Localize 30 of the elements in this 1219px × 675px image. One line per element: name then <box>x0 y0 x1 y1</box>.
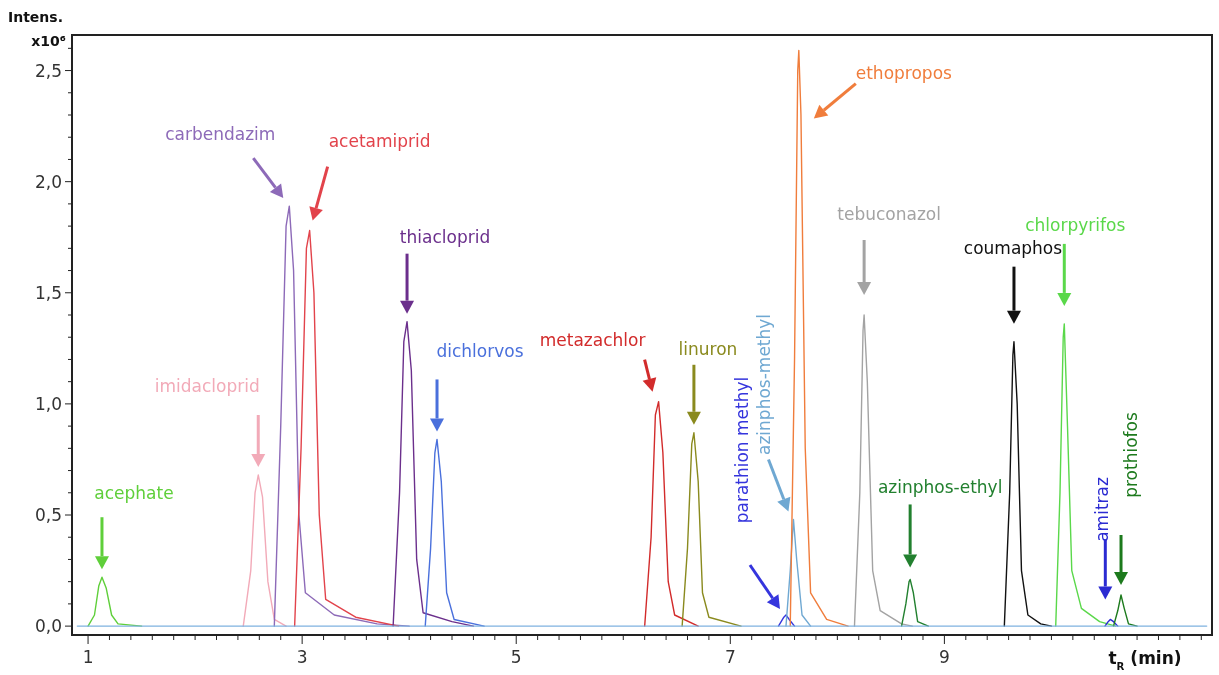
text: thiacloprid <box>399 226 491 247</box>
text: coumaphos <box>963 237 1063 258</box>
text: acetamiprid <box>328 130 431 151</box>
text: prothiofos <box>1121 412 1142 498</box>
y-tick-label: 0,5 <box>34 504 62 525</box>
y-tick-label: 1,0 <box>34 393 62 414</box>
text: metazachlor <box>539 329 646 350</box>
text: imidacloprid <box>154 376 260 396</box>
text: parathion methyl <box>731 376 752 524</box>
text: linuron <box>678 338 738 359</box>
text: amitraz <box>1092 477 1113 542</box>
y-tick-label: 0,0 <box>34 616 62 637</box>
x-tick-label: 7 <box>724 647 736 667</box>
x-tick-label: 3 <box>296 647 308 667</box>
y-tick-label: 1,5 <box>34 282 62 303</box>
y-tick-label: 2,5 <box>34 60 62 81</box>
y-tick-label: 2,0 <box>34 171 62 192</box>
x-axis-title: t$_{R}$ (min) <box>1108 648 1182 672</box>
text: dichlorvos <box>436 341 524 362</box>
text: acephate <box>94 483 174 504</box>
text: azinphos-methyl <box>754 313 775 455</box>
x-tick-label: 9 <box>938 647 950 667</box>
x-tick-label: 1 <box>82 647 94 667</box>
text: ethopropos <box>855 62 953 83</box>
x-tick-label: 5 <box>510 647 522 667</box>
text: chlorpyrifos <box>1025 214 1126 235</box>
text: tebuconazol <box>837 204 941 224</box>
text: carbendazim <box>165 124 276 145</box>
text: azinphos-ethyl <box>877 477 1003 498</box>
y-axis-title: Intens. x10⁶ <box>8 9 66 49</box>
